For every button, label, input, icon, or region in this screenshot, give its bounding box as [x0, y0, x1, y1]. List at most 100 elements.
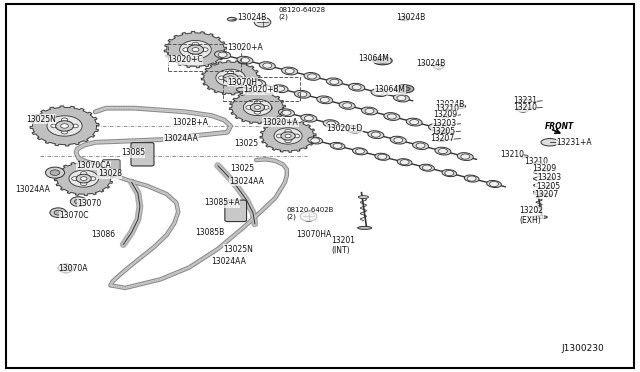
Circle shape	[300, 212, 317, 221]
Ellipse shape	[276, 86, 285, 91]
Text: 13070HA: 13070HA	[296, 230, 331, 239]
Circle shape	[76, 174, 92, 183]
Ellipse shape	[438, 131, 447, 134]
Ellipse shape	[298, 92, 307, 97]
Text: 13203: 13203	[537, 173, 561, 182]
Circle shape	[50, 170, 60, 176]
Circle shape	[45, 167, 65, 178]
Ellipse shape	[250, 79, 266, 87]
Text: 13205: 13205	[431, 126, 455, 136]
Circle shape	[81, 177, 87, 180]
Bar	[168, 44, 241, 71]
Ellipse shape	[368, 131, 384, 138]
Ellipse shape	[374, 90, 383, 95]
Ellipse shape	[456, 104, 466, 109]
Text: 13231+A: 13231+A	[556, 138, 592, 147]
Ellipse shape	[263, 63, 272, 68]
Ellipse shape	[422, 165, 431, 170]
Circle shape	[81, 171, 87, 175]
Text: FRONT: FRONT	[545, 122, 574, 131]
Circle shape	[51, 124, 57, 128]
Text: 13024B: 13024B	[416, 59, 445, 68]
Ellipse shape	[349, 83, 365, 91]
Circle shape	[188, 45, 204, 54]
Circle shape	[192, 42, 198, 46]
Text: 13020+A: 13020+A	[227, 42, 263, 51]
Circle shape	[243, 99, 271, 116]
Circle shape	[227, 76, 234, 80]
Text: 13024B: 13024B	[237, 13, 266, 22]
Text: J1300230: J1300230	[561, 344, 604, 353]
Ellipse shape	[416, 143, 425, 148]
Text: 13085+A: 13085+A	[204, 198, 239, 207]
Text: 13024AA: 13024AA	[15, 185, 50, 194]
Ellipse shape	[227, 74, 243, 81]
Ellipse shape	[236, 87, 248, 92]
Ellipse shape	[373, 57, 392, 65]
Ellipse shape	[214, 51, 230, 59]
Text: 13025N: 13025N	[26, 115, 56, 124]
Ellipse shape	[320, 97, 329, 102]
FancyBboxPatch shape	[131, 142, 154, 166]
Ellipse shape	[330, 142, 345, 150]
Ellipse shape	[346, 125, 362, 133]
Circle shape	[216, 69, 245, 86]
Circle shape	[293, 134, 300, 138]
Ellipse shape	[260, 105, 269, 110]
Circle shape	[274, 128, 302, 144]
Ellipse shape	[546, 177, 554, 180]
Polygon shape	[54, 161, 113, 196]
Circle shape	[61, 124, 68, 128]
Text: 13025N: 13025N	[223, 244, 253, 253]
Text: 13070CA: 13070CA	[76, 161, 111, 170]
Text: 08120-64028
(2): 08120-64028 (2)	[278, 7, 326, 20]
Circle shape	[183, 48, 189, 51]
FancyBboxPatch shape	[225, 200, 246, 222]
Circle shape	[61, 118, 68, 122]
Ellipse shape	[282, 67, 298, 75]
Circle shape	[54, 210, 62, 215]
Ellipse shape	[434, 64, 444, 69]
Ellipse shape	[362, 107, 378, 115]
Circle shape	[517, 106, 529, 112]
Ellipse shape	[305, 116, 314, 121]
Circle shape	[70, 197, 87, 206]
Ellipse shape	[218, 52, 227, 57]
Circle shape	[58, 264, 74, 273]
Ellipse shape	[440, 124, 449, 127]
Text: 13231: 13231	[513, 96, 537, 105]
Polygon shape	[164, 32, 227, 68]
Ellipse shape	[457, 153, 474, 160]
Ellipse shape	[272, 85, 288, 93]
Ellipse shape	[311, 138, 320, 143]
Circle shape	[236, 76, 243, 80]
Ellipse shape	[390, 136, 406, 144]
Circle shape	[223, 73, 238, 82]
Ellipse shape	[490, 182, 499, 187]
Circle shape	[72, 124, 78, 128]
Text: 13209: 13209	[434, 110, 458, 119]
Ellipse shape	[241, 58, 250, 63]
Text: 13207: 13207	[534, 190, 559, 199]
Text: 13085B: 13085B	[195, 228, 225, 237]
Ellipse shape	[301, 114, 317, 122]
Ellipse shape	[533, 161, 541, 164]
Text: 13202
(EXH): 13202 (EXH)	[519, 206, 543, 225]
Ellipse shape	[352, 85, 361, 90]
Ellipse shape	[410, 119, 419, 125]
Ellipse shape	[520, 155, 528, 158]
Circle shape	[254, 101, 260, 105]
Ellipse shape	[326, 78, 342, 86]
Ellipse shape	[378, 154, 387, 159]
Text: 13070A: 13070A	[58, 264, 88, 273]
Circle shape	[254, 106, 260, 109]
Ellipse shape	[342, 103, 351, 108]
Ellipse shape	[237, 56, 253, 64]
Circle shape	[246, 106, 252, 109]
Ellipse shape	[317, 96, 333, 104]
Polygon shape	[30, 106, 99, 146]
Text: 13209: 13209	[532, 164, 556, 173]
Ellipse shape	[387, 114, 396, 119]
Ellipse shape	[534, 192, 544, 195]
Circle shape	[180, 41, 211, 59]
